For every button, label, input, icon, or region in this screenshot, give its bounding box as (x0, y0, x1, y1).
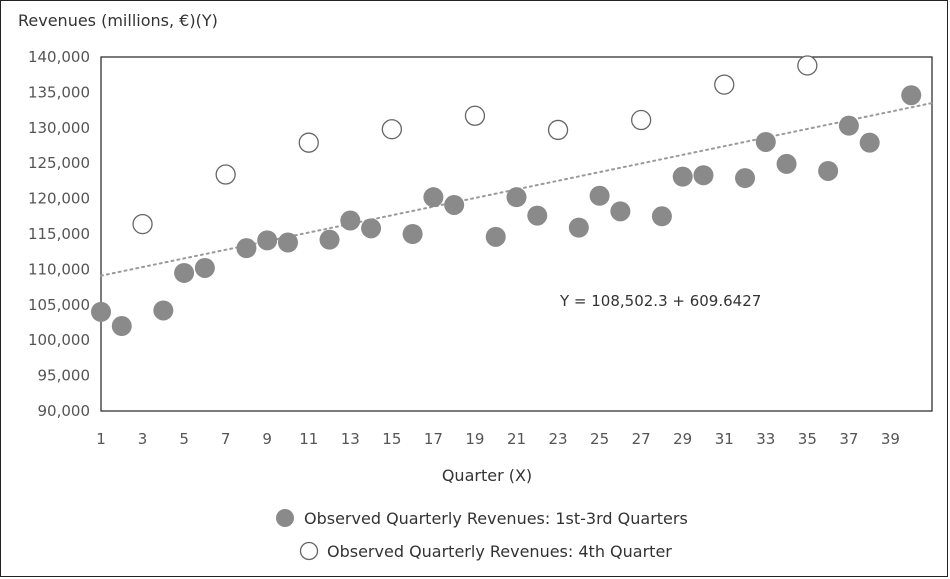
point-q4 (298, 132, 319, 153)
x-tick-label: 3 (138, 430, 148, 448)
point-q1-q3 (651, 206, 672, 227)
y-tick-label: 140,000 (28, 48, 90, 66)
point-q1-q3 (693, 165, 714, 186)
y-tick-label: 125,000 (28, 154, 90, 172)
point-q1-q3 (506, 187, 527, 208)
y-tick-label: 135,000 (28, 83, 90, 101)
point-q1-q3 (340, 210, 361, 231)
legend-label-filled: Observed Quarterly Revenues: 1st-3rd Qua… (304, 509, 688, 528)
x-tick-label: 21 (507, 430, 526, 448)
point-q1-q3 (319, 229, 340, 250)
x-tick-label: 7 (221, 430, 231, 448)
point-q1-q3 (153, 300, 174, 321)
x-axis-title: Quarter (X) (442, 466, 532, 485)
x-tick-label: 15 (382, 430, 401, 448)
x-tick-label: 13 (341, 430, 360, 448)
point-q4 (547, 119, 569, 141)
x-tick-label: 29 (673, 430, 692, 448)
point-q1-q3 (194, 257, 215, 278)
point-q1-q3 (444, 194, 465, 215)
x-tick-label: 33 (756, 430, 775, 448)
x-tick-label: 19 (465, 430, 484, 448)
x-tick-label: 23 (549, 430, 568, 448)
x-tick-label: 31 (715, 430, 734, 448)
point-q1-q3 (91, 301, 111, 322)
x-tick-label: 17 (424, 430, 443, 448)
point-q4 (464, 105, 486, 126)
legend-marker-hollow (299, 541, 319, 561)
y-tick-label: 105,000 (28, 296, 90, 314)
point-q1-q3 (423, 187, 444, 208)
point-q1-q3 (236, 238, 257, 259)
y-tick-label: 90,000 (38, 402, 91, 420)
y-axis-title: Revenues (millions, €)(Y) (18, 11, 218, 30)
point-q1-q3 (859, 132, 880, 153)
point-q1-q3 (755, 131, 776, 152)
x-tick-label: 9 (262, 430, 272, 448)
legend: Observed Quarterly Revenues: 1st-3rd Qua… (276, 509, 688, 561)
point-q1-q3 (735, 168, 756, 189)
point-q4 (132, 213, 153, 235)
x-tick-label: 25 (590, 430, 609, 448)
point-q1-q3 (776, 153, 797, 174)
y-tick-label: 115,000 (28, 225, 90, 243)
trendline-equation: Y = 108,502.3 + 609.6427 (559, 292, 761, 310)
point-q4 (797, 55, 818, 76)
x-tick-label: 27 (632, 430, 651, 448)
data-points (91, 55, 922, 337)
point-q4 (714, 74, 735, 95)
point-q1-q3 (277, 232, 298, 253)
point-q1-q3 (672, 166, 693, 187)
x-tick-label: 1 (96, 430, 106, 448)
y-tick-label: 120,000 (28, 190, 90, 208)
x-axis-ticks: 1 3 5 7 9 11 13 15 17 19 21 23 25 27 29 31 33 35 37 39 (96, 430, 900, 448)
y-tick-label: 110,000 (28, 260, 90, 278)
point-q4 (631, 109, 652, 131)
point-q1-q3 (568, 217, 589, 238)
y-axis-ticks: 90,000 95,000 100,000 105,000 110,000 115,000… (28, 48, 90, 420)
point-q4 (215, 164, 236, 185)
point-q1-q3 (818, 160, 839, 181)
point-q4 (381, 119, 403, 140)
x-tick-label: 39 (881, 430, 900, 448)
x-tick-label: 37 (839, 430, 858, 448)
point-q1-q3 (257, 230, 278, 251)
point-q1-q3 (361, 218, 382, 239)
point-q1-q3 (174, 262, 195, 283)
y-tick-label: 100,000 (28, 331, 90, 349)
y-tick-label: 130,000 (28, 119, 90, 137)
legend-label-hollow: Observed Quarterly Revenues: 4th Quarter (327, 542, 672, 561)
point-q1-q3 (589, 185, 610, 206)
point-q1-q3 (485, 226, 506, 247)
legend-marker-filled (276, 509, 294, 527)
x-tick-label: 5 (179, 430, 189, 448)
point-q1-q3 (111, 316, 132, 337)
plot-area (100, 56, 933, 412)
point-q1-q3 (527, 205, 548, 226)
trendline (100, 102, 933, 277)
point-q1-q3 (901, 85, 922, 106)
point-q1-q3 (838, 115, 859, 136)
y-tick-label: 95,000 (38, 367, 91, 385)
x-tick-label: 35 (798, 430, 817, 448)
point-q1-q3 (402, 224, 423, 244)
x-tick-label: 11 (299, 430, 318, 448)
point-q1-q3 (610, 201, 631, 222)
